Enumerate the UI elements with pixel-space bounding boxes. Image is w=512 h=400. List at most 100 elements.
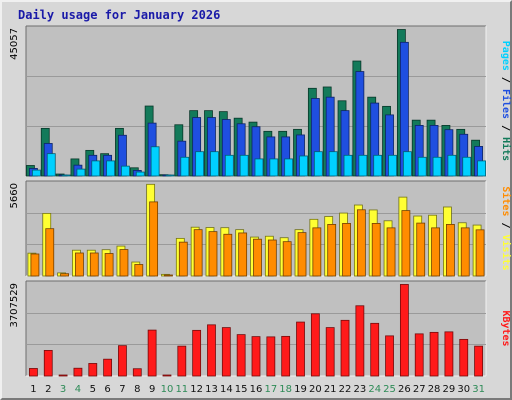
day-label-10: 10	[161, 384, 174, 395]
bar-pages-day-7	[121, 165, 130, 177]
day-label-26: 26	[398, 384, 411, 395]
bar-sites-day-undefined	[431, 227, 440, 277]
bar-kbytes-day-undefined	[444, 331, 454, 377]
day-label-29: 29	[443, 384, 456, 395]
bar-sites-day-undefined	[267, 239, 277, 277]
bar-pages-day-20	[313, 151, 323, 177]
bar-kbytes-day-undefined	[132, 368, 142, 377]
bar-sites-day-undefined	[386, 227, 396, 277]
bar-sites-day-undefined	[253, 238, 262, 277]
bar-kbytes-day-undefined	[266, 336, 276, 377]
bar-kbytes-day-undefined	[221, 327, 231, 377]
bar-sites-day-undefined	[371, 223, 381, 277]
bar-kbytes-day-undefined	[325, 327, 335, 377]
day-label-8: 8	[134, 384, 140, 395]
bar-sites-day-undefined	[297, 232, 307, 277]
day-label-24: 24	[368, 384, 381, 395]
bar-pages-day-14	[224, 154, 234, 177]
bar-kbytes-day-undefined	[474, 345, 483, 377]
bar-sites-day-undefined	[327, 224, 337, 277]
bar-kbytes-day-undefined	[251, 336, 261, 377]
day-label-20: 20	[309, 384, 322, 395]
bar-kbytes-day-undefined	[370, 322, 380, 377]
day-label-23: 23	[354, 384, 367, 395]
day-label-28: 28	[428, 384, 441, 395]
bar-sites-day-undefined	[164, 274, 173, 277]
day-label-14: 14	[220, 384, 233, 395]
bar-pages-day-15	[239, 154, 249, 177]
day-label-4: 4	[75, 384, 81, 395]
day-label-16: 16	[250, 384, 263, 395]
bar-pages-day-27	[417, 156, 427, 177]
bar-pages-day-21	[328, 151, 338, 177]
bar-sites-day-undefined	[342, 223, 351, 277]
bar-pages-day-31	[477, 160, 486, 177]
day-label-18: 18	[279, 384, 292, 395]
day-label-1: 1	[30, 384, 36, 395]
bar-kbytes-day-undefined	[296, 321, 305, 377]
bar-kbytes-day-undefined	[459, 338, 469, 377]
bar-pages-day-10	[165, 174, 175, 177]
bar-kbytes-day-undefined	[88, 363, 98, 377]
bar-kbytes-day-undefined	[73, 367, 83, 377]
bar-pages-day-3	[61, 174, 71, 177]
bar-sites-day-undefined	[223, 233, 233, 277]
bar-sites-day-undefined	[119, 249, 129, 277]
chart-title: Daily usage for January 2026	[18, 8, 221, 22]
day-label-15: 15	[235, 384, 248, 395]
bar-sites-day-undefined	[30, 253, 40, 277]
bar-pages-day-30	[462, 156, 472, 177]
bar-sites-day-undefined	[460, 227, 470, 277]
bar-pages-day-9	[150, 146, 160, 177]
bar-pages-day-22	[343, 154, 353, 177]
legend-kbytes: KBytes	[500, 310, 511, 346]
bar-pages-day-5	[91, 160, 101, 177]
bar-sites-day-undefined	[89, 252, 99, 277]
bar-kbytes-day-undefined	[192, 329, 202, 377]
bar-kbytes-day-undefined	[385, 335, 394, 377]
bar-sites-day-undefined	[60, 273, 69, 277]
legend-separator: /	[500, 119, 511, 137]
day-label-5: 5	[90, 384, 96, 395]
bar-sites-day-undefined	[282, 241, 292, 277]
day-label-3: 3	[60, 384, 66, 395]
day-label-11: 11	[175, 384, 188, 395]
bar-pages-day-11	[180, 156, 190, 177]
bar-sites-day-undefined	[104, 253, 114, 277]
bar-sites-day-undefined	[446, 224, 455, 277]
bar-sites-day-undefined	[45, 228, 55, 277]
legend-sites: Sites	[500, 186, 512, 216]
bar-sites-day-undefined	[134, 264, 144, 277]
day-label-2: 2	[45, 384, 51, 395]
day-label-13: 13	[205, 384, 218, 395]
bar-sites-day-undefined	[193, 229, 203, 277]
bar-sites-day-undefined	[208, 231, 218, 277]
bar-pages-day-28	[432, 156, 442, 177]
bar-kbytes-day-undefined	[310, 313, 320, 377]
bar-sites-day-undefined	[416, 222, 426, 277]
bar-kbytes-day-undefined	[414, 333, 424, 377]
bar-pages-day-8	[135, 171, 145, 177]
panel-2-ymax-label: 5660	[9, 183, 20, 208]
day-label-22: 22	[339, 384, 352, 395]
bar-sites-day-undefined	[401, 210, 411, 277]
bar-pages-day-13	[210, 151, 219, 177]
bar-kbytes-day-undefined	[177, 345, 187, 377]
bar-kbytes-day-undefined	[118, 345, 127, 377]
bar-pages-day-6	[106, 160, 116, 177]
bar-pages-day-2	[46, 153, 56, 177]
day-label-25: 25	[383, 384, 396, 395]
bar-kbytes-day-undefined	[340, 319, 350, 377]
panel-3-ymax-label: 3707529	[9, 283, 20, 328]
bar-kbytes-day-undefined	[103, 358, 113, 377]
bar-pages-day-29	[447, 154, 457, 177]
bar-sites-day-undefined	[312, 227, 322, 277]
bar-pages-day-12	[195, 151, 205, 177]
bar-kbytes-day-undefined	[43, 350, 53, 377]
day-label-9: 9	[149, 384, 155, 395]
day-label-31: 31	[472, 384, 485, 395]
bar-pages-day-4	[76, 168, 86, 177]
legend-separator: /	[500, 216, 511, 234]
day-label-17: 17	[264, 384, 277, 395]
